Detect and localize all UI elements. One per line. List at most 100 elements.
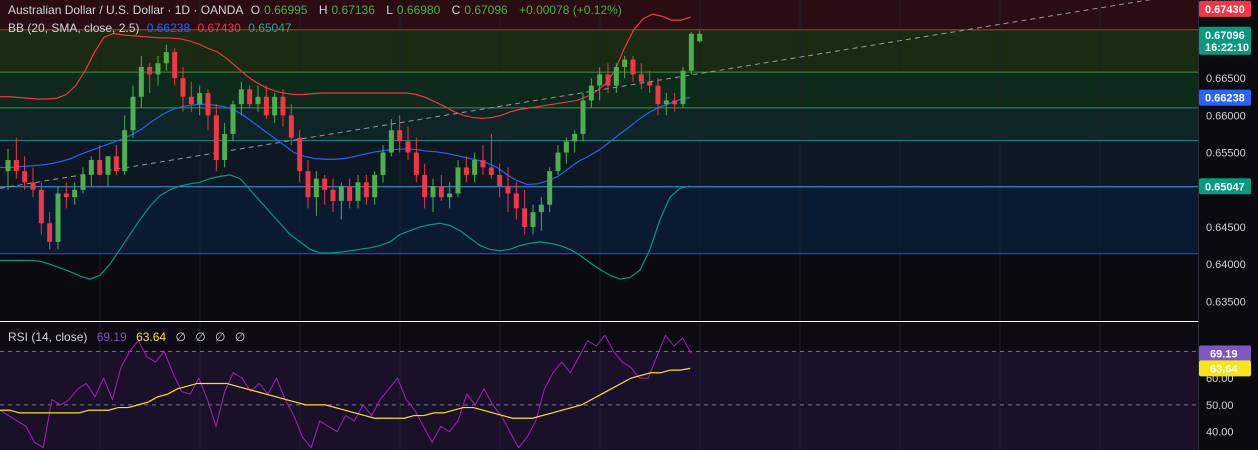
candle-body <box>197 93 203 105</box>
rsi-tick-label: 50.00 <box>1206 400 1234 412</box>
candle-body <box>605 74 611 86</box>
candle-body <box>263 96 269 116</box>
symbol-legend: Australian Dollar / U.S. Dollar · 1D · O… <box>8 3 626 17</box>
price-tick-label: 0.65500 <box>1206 148 1246 160</box>
candle-body <box>205 93 211 116</box>
candle-body <box>430 186 436 198</box>
bb-basis-value: 0.66238 <box>146 21 191 35</box>
rsi-ma-tag <box>1199 360 1251 377</box>
upper-band-tag-text: 0.67430 <box>1205 4 1245 16</box>
rsi-ma-tag-text: 63.64 <box>1210 363 1238 375</box>
candle-body <box>13 160 19 172</box>
candle-body <box>380 152 386 175</box>
low-value: L 0.66980 <box>386 3 441 17</box>
candle-body <box>338 186 344 201</box>
candle-body <box>497 174 503 187</box>
rsi-ma-line <box>0 367 691 419</box>
price-zone <box>0 186 1198 254</box>
close-value: C 0.67096 <box>451 3 508 17</box>
candle-body <box>22 171 28 183</box>
price-tick-label: 0.66000 <box>1206 110 1246 122</box>
candle-body <box>388 130 394 153</box>
candle-body <box>330 189 336 201</box>
candle-body <box>63 193 69 198</box>
candle-body <box>122 130 128 172</box>
candle-body <box>180 78 186 97</box>
candle-body <box>588 85 594 101</box>
rsi-extra-2: ∅ <box>195 330 206 344</box>
candle-body <box>372 174 378 198</box>
candle-body <box>305 171 311 198</box>
candle-body <box>313 178 319 198</box>
candle-body <box>480 160 486 168</box>
price-zone <box>0 29 1198 73</box>
candle-body <box>505 186 511 194</box>
symbol-title: Australian Dollar / U.S. Dollar · 1D · O… <box>8 3 244 17</box>
rsi-value: 69.19 <box>96 330 127 344</box>
lower-band-tag <box>1199 178 1251 195</box>
candle-body <box>47 223 53 242</box>
price-zone <box>0 140 1198 187</box>
price-tick-label: 0.63500 <box>1206 296 1246 308</box>
rsi-tick-label: 40.00 <box>1206 427 1234 439</box>
high-value: H 0.67136 <box>318 3 375 17</box>
basis-tag <box>1199 89 1251 106</box>
candle-body <box>38 189 44 224</box>
candle-body <box>322 178 328 190</box>
candle-body <box>397 130 403 142</box>
candle-body <box>572 133 578 142</box>
candle-body <box>113 156 119 172</box>
candle-body <box>213 115 219 160</box>
candle-body <box>30 182 36 190</box>
candle-body <box>405 141 411 153</box>
candle-body <box>238 89 244 105</box>
candle-body <box>222 133 228 160</box>
candle-body <box>655 85 661 105</box>
rsi-band-fill <box>0 351 1198 450</box>
bb-label: BB (20, SMA, close, 2.5) <box>8 21 140 35</box>
rsi-extra-4: ∅ <box>234 330 246 344</box>
candle-body <box>513 193 519 209</box>
candle-body <box>138 66 144 97</box>
candle-body <box>288 115 294 138</box>
candle-body <box>255 96 261 105</box>
candle-body <box>147 66 153 75</box>
candle-body <box>613 66 619 86</box>
price-zone <box>0 107 1198 141</box>
candle-body <box>538 204 544 213</box>
basis-tag-text: 0.66238 <box>1205 93 1245 105</box>
candle-body <box>355 182 361 201</box>
rsi-line <box>0 334 692 449</box>
candle-body <box>663 100 669 105</box>
candle-body <box>680 70 686 105</box>
bb-upper-value: 0.67430 <box>197 21 241 35</box>
last-price-tag-time: 16:22:10 <box>1205 42 1249 54</box>
candle-body <box>5 160 11 172</box>
bb-basis-line <box>0 96 690 186</box>
bb-lower-band <box>0 174 691 280</box>
candle-body <box>55 193 61 242</box>
candle-body <box>155 63 161 75</box>
rsi-label: RSI (14, close) <box>8 330 88 344</box>
upper-band-tag <box>1199 0 1251 17</box>
rsi-legend[interactable]: RSI (14, close) 69.19 63.64 ∅ ∅ ∅ ∅ <box>8 330 251 344</box>
price-tick-label: 0.64500 <box>1206 222 1246 234</box>
candle-body <box>472 160 478 175</box>
lower-band-tag-text: 0.65047 <box>1205 181 1245 193</box>
candle-body <box>547 171 553 205</box>
candle-body <box>488 167 494 175</box>
candle-body <box>563 141 569 153</box>
bb-legend[interactable]: BB (20, SMA, close, 2.5) 0.66238 0.67430… <box>8 21 296 35</box>
candle-body <box>247 89 253 105</box>
candle-body <box>230 104 236 134</box>
candle-body <box>597 74 603 86</box>
candle-body <box>413 152 419 175</box>
rsi-extra-3: ∅ <box>215 330 226 344</box>
candle-body <box>272 96 278 116</box>
candle-body <box>622 59 628 67</box>
bb-lower-value: 0.65047 <box>248 21 292 35</box>
price-tick-label: 0.64000 <box>1206 259 1246 271</box>
candle-body <box>163 52 169 64</box>
rsi-tag-text: 69.19 <box>1210 349 1238 361</box>
